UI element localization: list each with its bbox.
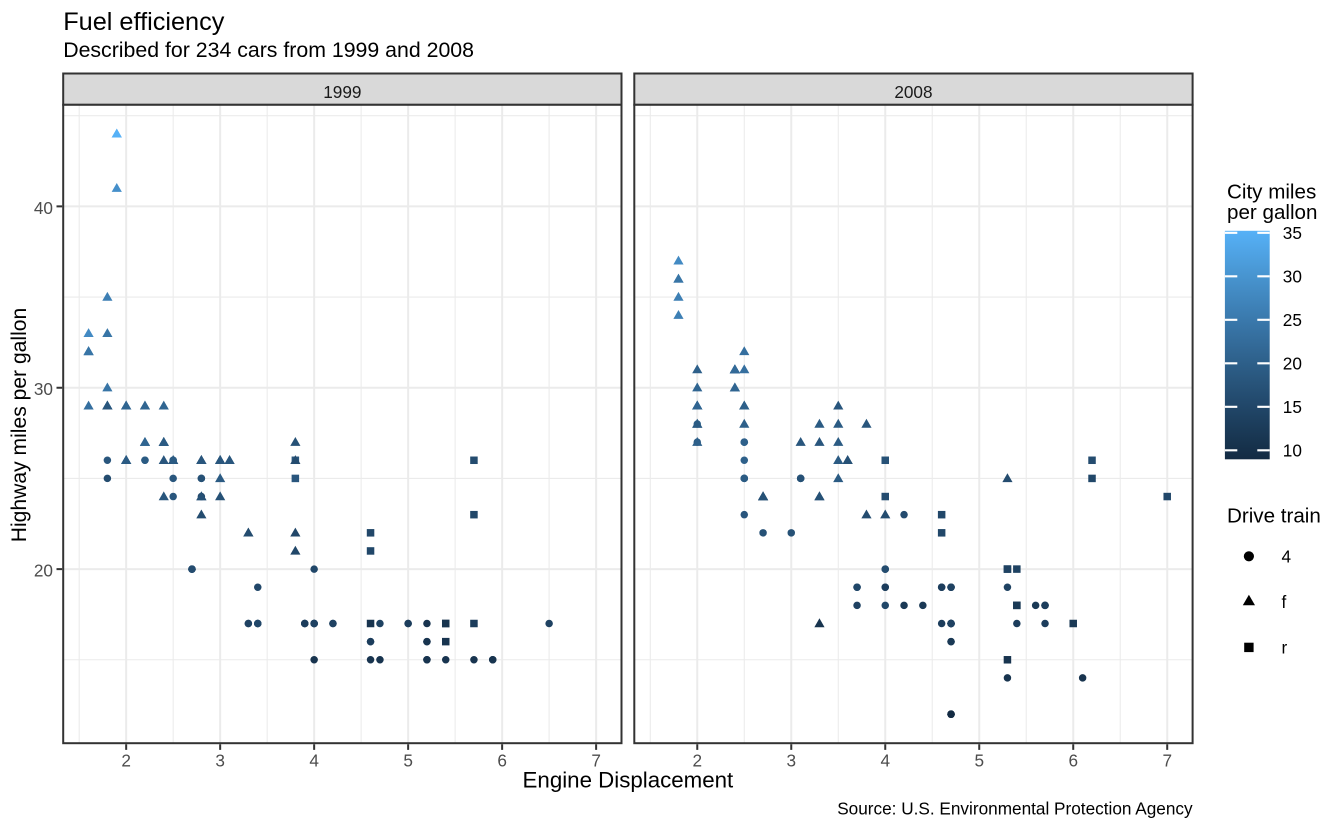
svg-text:40: 40 [34,198,53,218]
svg-text:City miles: City miles [1227,180,1316,203]
svg-text:7: 7 [1162,751,1172,771]
svg-text:30: 30 [34,379,53,399]
svg-text:f: f [1282,592,1287,612]
svg-text:2: 2 [692,751,702,771]
svg-text:3: 3 [786,751,796,771]
svg-text:Source: U.S. Environmental Pro: Source: U.S. Environmental Protection Ag… [837,799,1193,819]
svg-text:7: 7 [591,751,601,771]
svg-text:3: 3 [215,751,225,771]
svg-text:Described for 234 cars from 19: Described for 234 cars from 1999 and 200… [63,38,474,62]
svg-text:2008: 2008 [894,82,932,102]
svg-text:35: 35 [1283,223,1302,243]
svg-text:4: 4 [1282,547,1292,567]
svg-text:Fuel efficiency: Fuel efficiency [63,8,225,36]
svg-text:Highway miles per gallon: Highway miles per gallon [8,308,31,542]
svg-text:10: 10 [1283,441,1302,461]
svg-text:4: 4 [309,751,319,771]
svg-text:6: 6 [1068,751,1078,771]
svg-text:r: r [1282,638,1288,658]
svg-text:Engine Displacement: Engine Displacement [523,768,735,793]
svg-text:5: 5 [403,751,413,771]
svg-text:30: 30 [1283,267,1302,287]
svg-text:4: 4 [880,751,890,771]
svg-text:15: 15 [1283,397,1302,417]
svg-text:5: 5 [974,751,984,771]
svg-text:20: 20 [1283,354,1302,374]
svg-text:1999: 1999 [323,82,361,102]
svg-text:per gallon: per gallon [1227,201,1317,224]
svg-text:20: 20 [34,561,53,581]
svg-text:6: 6 [497,751,507,771]
svg-text:Drive train: Drive train [1227,504,1321,527]
svg-text:2: 2 [121,751,131,771]
svg-text:25: 25 [1283,310,1302,330]
